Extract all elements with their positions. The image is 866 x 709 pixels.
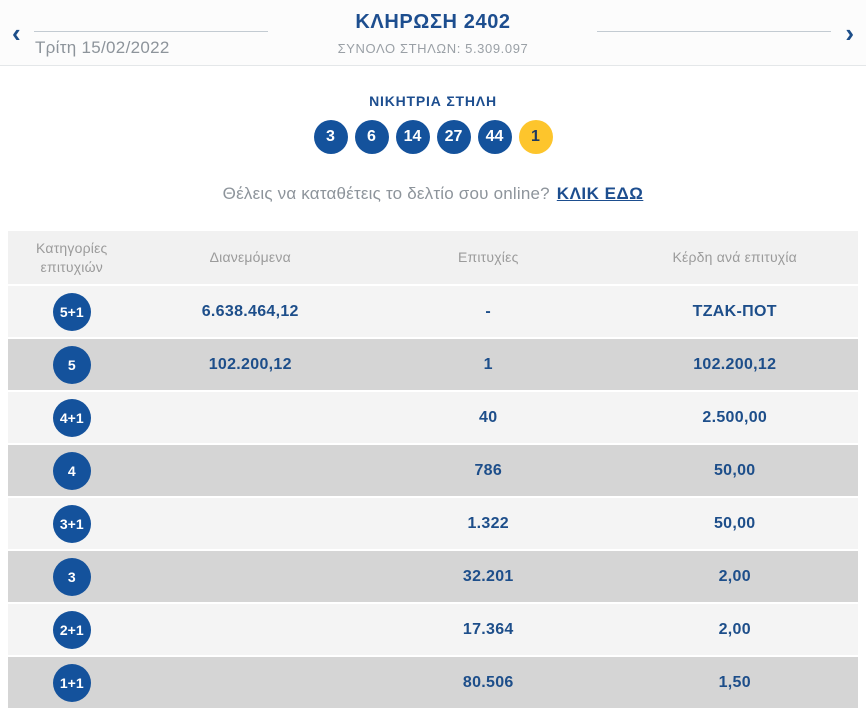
right-divider-line <box>597 31 831 32</box>
distributed-value: 102.200,12 <box>208 355 292 373</box>
winning-number-ball: 44 <box>477 120 512 154</box>
wins-value: 786 <box>474 461 503 479</box>
winning-number-ball: 6 <box>354 120 389 154</box>
table-row: 5 102.200,12 1 102.200,12 <box>8 339 858 390</box>
chevron-right-icon[interactable]: › <box>845 18 854 48</box>
category-badge: 5+1 <box>52 292 91 331</box>
wins-value: 32.201 <box>462 567 514 585</box>
prize-value: 1,50 <box>718 673 751 691</box>
category-badge: 3 <box>52 557 91 596</box>
column-header-prize: Κέρδη ανά επιτυχία <box>672 249 797 266</box>
table-row: 2+1 17.364 2,00 <box>8 604 858 655</box>
wins-value: 17.364 <box>462 620 514 638</box>
table-row: 4+1 40 2.500,00 <box>8 392 858 443</box>
column-header-distributed: Διανεμόμενα <box>209 249 291 266</box>
click-here-link[interactable]: ΚΛΙΚ ΕΔΩ <box>556 184 644 203</box>
category-badge: 4 <box>52 451 91 490</box>
draw-date: Τρίτη 15/02/2022 <box>35 38 170 57</box>
wins-value: 40 <box>479 408 498 426</box>
column-header-wins: Επιτυχίες <box>457 249 519 266</box>
category-badge: 5 <box>52 345 91 384</box>
category-badge: 2+1 <box>52 610 91 649</box>
winning-number-ball: 27 <box>436 120 471 154</box>
category-badge: 4+1 <box>52 398 91 437</box>
prize-value: 2,00 <box>718 567 751 585</box>
prize-value: 2.500,00 <box>702 408 768 426</box>
table-row: 3 32.201 2,00 <box>8 551 858 602</box>
winning-number-ball: 14 <box>395 120 430 154</box>
table-row: 5+1 6.638.464,12 - ΤΖΑΚ-ΠΟΤ <box>8 286 858 337</box>
category-badge: 3+1 <box>52 504 91 543</box>
wins-value: 80.506 <box>462 673 514 691</box>
winning-numbers: 3 6 14 27 44 1 <box>0 120 866 154</box>
table-row: 3+1 1.322 50,00 <box>8 498 858 549</box>
distributed-value: 6.638.464,12 <box>201 302 299 320</box>
table-row: 4 786 50,00 <box>8 445 858 496</box>
table-header-row: Κατηγορίες επιτυχιών Διανεμόμενα Επιτυχί… <box>8 231 858 284</box>
prize-value: 50,00 <box>713 461 756 479</box>
winning-column-heading: ΝΙΚΗΤΡΙΑ ΣΤΗΛΗ <box>369 93 497 109</box>
category-badge: 1+1 <box>52 663 91 702</box>
joker-number-ball: 1 <box>518 120 553 154</box>
wins-value: 1.322 <box>467 514 510 532</box>
draw-header: ΚΛΗΡΩΣΗ 2402 ΣΥΝΟΛΟ ΣΤΗΛΩΝ: 5.309.097 <box>0 11 866 56</box>
column-header-categories: Κατηγορίες επιτυχιών <box>36 239 108 275</box>
prize-results-table: Κατηγορίες επιτυχιών Διανεμόμενα Επιτυχί… <box>8 231 858 708</box>
table-body: 5+1 6.638.464,12 - ΤΖΑΚ-ΠΟΤ 5 102.200,12… <box>8 286 858 708</box>
prize-value: 50,00 <box>713 514 756 532</box>
wins-value: - <box>485 302 492 320</box>
table-row: 1+1 80.506 1,50 <box>8 657 858 708</box>
total-columns-label: ΣΥΝΟΛΟ ΣΤΗΛΩΝ: 5.309.097 <box>337 41 529 56</box>
draw-navigation-bar: ‹ Τρίτη 15/02/2022 ΚΛΗΡΩΣΗ 2402 ΣΥΝΟΛΟ Σ… <box>0 0 866 66</box>
winning-number-ball: 3 <box>313 120 348 154</box>
cta-question-text: Θέλεις να καταθέτεις το δελτίο σου onlin… <box>222 184 550 203</box>
play-online-cta: Θέλεις να καταθέτεις το δελτίο σου onlin… <box>0 184 866 204</box>
wins-value: 1 <box>483 355 493 373</box>
prize-value: 2,00 <box>718 620 751 638</box>
left-divider-line <box>34 31 268 32</box>
chevron-left-icon[interactable]: ‹ <box>12 18 21 48</box>
draw-title: ΚΛΗΡΩΣΗ 2402 <box>355 11 511 33</box>
prize-value: ΤΖΑΚ-ΠΟΤ <box>692 302 777 320</box>
prize-value: 102.200,12 <box>693 355 777 373</box>
